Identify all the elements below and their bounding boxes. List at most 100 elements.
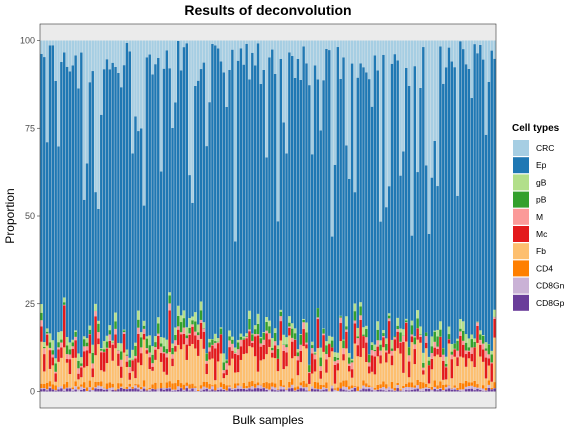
bar-segment-mc [265,333,267,354]
bar-segment-crc [337,41,339,48]
bar-segment-crc [243,41,245,65]
bar-segment-cd4 [314,382,316,388]
bar-segment-cd8gn [183,390,185,391]
bar-segment-fb [482,362,484,385]
sample-bar [131,41,133,392]
bar-segment-fb [117,366,119,383]
sample-bar [453,41,455,392]
bar-segment-mc [214,348,216,380]
sample-bar [359,41,361,392]
sample-bar [379,41,381,392]
sample-bar [77,41,79,392]
sample-bar [434,41,436,392]
bar-segment-fb [109,348,111,382]
bar-segment-cd8gn [248,388,250,389]
bar-segment-gb [49,333,51,342]
sample-bar [197,41,199,392]
bar-segment-mc [351,369,353,377]
bar-segment-pb [86,343,88,347]
bar-segment-fb [89,353,91,380]
bar-segment-gb [428,357,430,361]
bar-segment-crc [331,41,333,237]
bar-segment-cd8gp [314,389,316,391]
sample-bar [385,41,387,392]
bar-segment-mc [263,345,265,359]
bar-segment-cd4 [186,383,188,386]
bar-segment-gb [462,321,464,331]
bar-segment-cd8gp [382,390,384,391]
sample-bar [294,41,296,392]
bar-segment-mc [194,335,196,348]
sample-bar [228,41,230,392]
bar-segment-cd8gp [46,391,48,392]
bar-segment-cd4 [362,380,364,385]
bar-segment-fb [379,363,381,384]
sample-bar [374,41,376,392]
bar-segment-cd8gn [468,386,470,389]
bar-segment-cd8gp [271,389,273,391]
bar-segment-ep [365,72,367,325]
bar-segment-gb [234,347,236,352]
bar-segment-fb [493,338,495,383]
bar-segment-m [402,336,404,342]
bar-segment-fb [357,356,359,386]
bar-segment-fb [365,362,367,383]
bar-segment-gb [402,329,404,335]
bar-segment-pb [265,322,267,331]
bar-segment-fb [388,354,390,387]
bar-segment-cd8gn [462,389,464,391]
bar-segment-m [134,356,136,358]
sample-bar [348,41,350,392]
bar-segment-mc [448,339,450,343]
bar-segment-m [131,360,133,361]
bar-segment-gb [359,302,361,306]
bar-segment-m [282,345,284,351]
bar-segment-m [451,355,453,360]
bar-segment-ep [183,47,185,310]
bar-segment-cd8gp [66,388,68,391]
bar-segment-cd4 [131,387,133,389]
bar-segment-gb [140,332,142,337]
bar-segment-pb [274,333,276,341]
bar-segment-ep [482,60,484,335]
bar-segment-cd4 [220,382,222,387]
bar-segment-gb [439,321,441,329]
bar-segment-pb [114,321,116,329]
bar-segment-m [322,334,324,336]
bar-segment-fb [129,380,131,384]
bar-segment-m [183,328,185,334]
sample-bar [414,41,416,392]
bar-segment-crc [365,41,367,73]
sample-bar [260,41,262,392]
bar-segment-ep [485,135,487,342]
bar-segment-gb [126,350,128,355]
bar-segment-mc [488,358,490,365]
bar-segment-cd8gn [371,387,373,390]
bar-segment-cd8gn [345,387,347,390]
bar-segment-ep [69,71,71,342]
bar-segment-crc [94,41,96,193]
bar-segment-mc [200,323,202,339]
bar-segment-ep [94,192,96,304]
bar-segment-cd8gp [223,390,225,392]
bar-segment-crc [225,41,227,107]
bar-segment-crc [479,41,481,45]
bar-segment-cd4 [174,383,176,390]
bar-segment-fb [149,369,151,388]
bar-segment-crc [220,41,222,62]
sample-bar [445,41,447,392]
legend-swatch-pb [513,192,529,208]
bar-segment-cd8gn [168,387,170,388]
bar-segment-crc [217,41,219,49]
bar-segment-ep [106,59,108,336]
bar-segment-gb [94,304,96,311]
bar-segment-gb [251,334,253,335]
bar-segment-mc [434,348,436,357]
bar-segment-mc [322,335,324,352]
bar-segment-cd8gp [83,389,85,392]
bar-segment-crc [77,41,79,89]
bar-segment-cd8gp [217,390,219,392]
bar-segment-crc [186,41,188,44]
bar-segment-gb [92,345,94,353]
bar-segment-pb [72,342,74,346]
